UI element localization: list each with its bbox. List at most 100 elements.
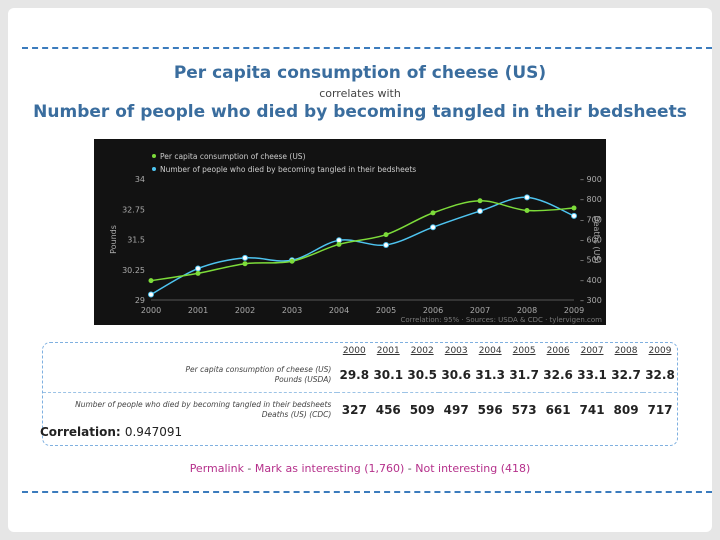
legend-deaths-label: Number of people who died by becoming ta… [160, 165, 416, 174]
chart-subtitle: correlates with [319, 87, 401, 100]
x-tick-label: 2003 [282, 306, 302, 315]
x-tick-label: 2001 [188, 306, 208, 315]
year-header-2000: 2000 [342, 345, 366, 356]
table-row-cheese: Per capita consumption of cheese (US) Po… [43, 358, 677, 393]
deaths-point-2005 [383, 241, 389, 248]
chart-svg: 29 30.25 31.5 32.75 34 – 300 – 400 – 500 – 600 – … [109, 152, 602, 324]
deaths-value-2001: 456 [375, 403, 401, 417]
right-tick-label: – 400 [580, 276, 602, 285]
deaths-value-2008: 809 [613, 403, 639, 417]
chart-title-line2: Number of people who died by becoming ta… [33, 102, 687, 122]
deaths-value-2002: 509 [409, 403, 435, 417]
year-header-2005: 2005 [512, 345, 536, 356]
permalink-link[interactable]: Permalink [189, 462, 244, 475]
left-axis-label: Pounds [109, 225, 118, 254]
x-tick-label: 2008 [517, 306, 537, 315]
link-bar: Permalink - Mark as interesting (1,760) … [0, 462, 720, 475]
deaths-series-line [150, 196, 575, 296]
cheese-point-2003 [289, 258, 295, 264]
legend-cheese-marker [152, 154, 156, 158]
slide-background: Per capita consumption of cheese (US) co… [8, 8, 712, 532]
year-header-row: 2000 2001 2002 2003 2004 2005 2006 2007 2008 2009 [43, 343, 677, 358]
year-header-2003: 2003 [444, 345, 468, 356]
left-tick-label: 29 [135, 296, 145, 305]
data-table: 2000 2001 2002 2003 2004 2005 2006 2007 2008 2009… [43, 343, 677, 427]
cheese-value-2004: 31.3 [473, 358, 508, 393]
right-tick-label: – 600 [580, 236, 602, 245]
chart-footer: Correlation: 95% · Sources: USDA & CDC ·… [400, 316, 602, 324]
left-tick-label: 34 [135, 175, 145, 184]
row-label-cheese: Per capita consumption of cheese (US) Po… [43, 358, 338, 393]
left-tick-label: 30.25 [122, 266, 145, 275]
link-separator-1: - [243, 462, 255, 475]
cheese-series-line [150, 200, 575, 282]
row-label-cheese-sub: Pounds (USDA) [274, 375, 332, 384]
deaths-value-2005: 573 [511, 403, 537, 417]
right-tick-label: – 900 [580, 175, 602, 184]
year-header-2006: 2006 [546, 345, 570, 356]
cheese-point-2008 [524, 207, 530, 213]
year-header-2009: 2009 [648, 345, 672, 356]
chart-panel: 29 30.25 31.5 32.75 34 – 300 – 400 – 500 – 600 – … [94, 139, 606, 325]
deaths-point-2006 [430, 224, 436, 231]
cheese-value-2007: 33.1 [575, 358, 610, 393]
deaths-point-2002 [242, 254, 248, 261]
x-tick-label: 2006 [423, 306, 443, 315]
x-tick-label: 2000 [141, 306, 161, 315]
correlation-label: Correlation: [40, 425, 121, 439]
right-tick-label: – 700 [580, 215, 602, 224]
deaths-value-2009: 717 [647, 403, 673, 417]
correlation-value: 0.947091 [124, 425, 183, 439]
deaths-value-2007: 741 [579, 403, 605, 417]
legend-deaths-marker [152, 167, 156, 171]
left-tick-label: 32.75 [122, 205, 145, 214]
link-separator-2: - [404, 462, 416, 475]
deaths-point-2007 [477, 208, 483, 215]
not-interesting-link[interactable]: Not interesting (418) [415, 462, 531, 475]
deaths-value-2000: 327 [341, 403, 367, 417]
cheese-point-2007 [477, 198, 483, 204]
cheese-point-2006 [430, 210, 436, 216]
legend-cheese-label: Per capita consumption of cheese (US) [160, 152, 306, 161]
deaths-value-2003: 497 [443, 403, 469, 417]
top-dashed-divider [22, 47, 712, 49]
table-corner [43, 343, 337, 358]
year-header-2007: 2007 [580, 345, 604, 356]
mark-interesting-link[interactable]: Mark as interesting (1,760) [254, 462, 405, 475]
right-tick-label: – 500 [580, 256, 602, 265]
cheese-value-2005: 31.7 [507, 358, 542, 393]
year-header-2008: 2008 [614, 345, 638, 356]
right-tick-label: – 300 [580, 296, 602, 305]
row-label-deaths-sub: Deaths (US) (CDC) [261, 410, 332, 419]
cheese-value-2000: 29.8 [337, 358, 372, 393]
cheese-point-2002 [242, 261, 248, 267]
cheese-value-2008: 32.7 [609, 358, 644, 393]
row-label-deaths-main: Number of people who died by becoming ta… [75, 400, 332, 409]
correlation-line: Correlation: 0.947091 [40, 425, 182, 439]
x-tick-label: 2004 [329, 306, 349, 315]
deaths-point-2008 [524, 194, 530, 201]
deaths-value-2006: 661 [545, 403, 571, 417]
year-header-2002: 2002 [410, 345, 434, 356]
cheese-value-2003: 30.6 [439, 358, 474, 393]
right-tick-label: – 800 [580, 195, 602, 204]
cheese-value-2002: 30.5 [405, 358, 440, 393]
right-axis-label: Deaths (US) [592, 215, 601, 263]
x-tick-label: 2002 [235, 306, 255, 315]
cheese-value-2009: 32.8 [643, 358, 677, 393]
deaths-value-2004: 596 [477, 403, 503, 417]
cheese-point-2009 [571, 205, 577, 211]
deaths-point-2000 [148, 291, 154, 298]
left-tick-label: 31.5 [127, 236, 145, 245]
table-row-deaths: Number of people who died by becoming ta… [43, 393, 677, 428]
cheese-point-2004 [336, 241, 342, 247]
row-label-deaths: Number of people who died by becoming ta… [43, 393, 337, 428]
deaths-point-2001 [195, 265, 201, 272]
year-header-2001: 2001 [376, 345, 400, 356]
deaths-point-2009 [571, 212, 577, 219]
cheese-point-2000 [148, 278, 154, 284]
cheese-value-2001: 30.1 [371, 358, 406, 393]
data-table-panel: 2000 2001 2002 2003 2004 2005 2006 2007 2008 2009… [42, 342, 678, 446]
x-tick-label: 2009 [564, 306, 584, 315]
x-tick-label: 2007 [470, 306, 490, 315]
